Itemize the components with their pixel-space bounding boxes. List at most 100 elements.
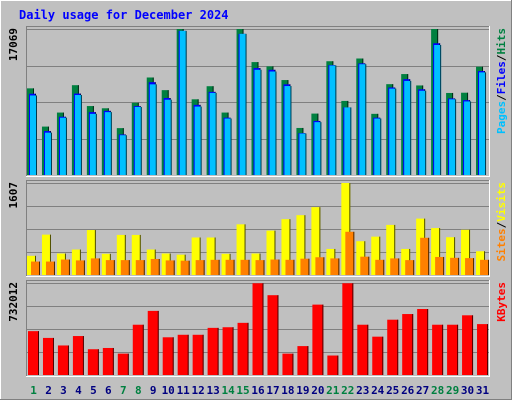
kbytes-bar-shadow [412,314,414,375]
pages-bar-shadow [440,44,442,175]
x-tick-label: 9 [150,384,157,397]
visits-bar [86,230,96,275]
x-tick-label: 4 [75,384,82,397]
x-tick-label: 26 [401,384,415,397]
kbytes-bar-shadow [442,324,444,375]
sites-bar [210,259,220,275]
pages-bar [419,90,427,175]
visits-bar-shadow [244,224,246,275]
kbytes-bar [177,334,189,375]
pages-bar [344,107,352,175]
sites-bar [60,259,70,275]
sites-bar [240,259,250,275]
x-tick-label: 27 [416,384,429,397]
sites-bar [420,237,430,275]
pages-bar-shadow [170,99,172,175]
visits-bar [386,224,396,275]
pages-bar-shadow [275,71,277,175]
sites-bar-shadow [293,259,295,275]
kbytes-bar [417,309,429,375]
pages-bar [119,135,127,175]
sites-bar [315,257,325,275]
kbytes-bar-shadow [352,283,354,375]
sites-bar [345,231,355,275]
panels-group: 17069Pages/Files/Hits1607Sites/Visits732… [7,26,508,377]
legend-separator: / [495,54,508,61]
legend: Pages/Files/Hits [495,28,508,134]
visits-bar [431,228,441,275]
visits-bar [206,237,216,275]
kbytes-bar [237,322,249,375]
kbytes-bar-shadow [337,355,339,375]
sites-bar [195,260,205,275]
sites-bar-shadow [473,258,475,275]
y-max-label: 17069 [7,28,20,61]
x-tick-label: 10 [162,384,175,397]
sites-bar-shadow [338,258,340,275]
y-max-label: 1607 [7,182,20,209]
visits-bar-shadow [304,215,306,275]
pages-bar [164,99,172,175]
kbytes-bar-shadow [397,319,399,375]
visits-bar-shadow [199,237,201,275]
kbytes-bar [477,324,489,375]
legend-sites: Sites [495,228,508,261]
kbytes-bar [192,334,204,375]
sites-bar [270,259,280,275]
pages-bar [434,44,442,175]
sites-bar [285,259,295,275]
kbytes-bar-shadow [187,334,189,375]
sites-bar-shadow [39,261,40,275]
pages-bar [239,33,247,176]
visits-bar-shadow [49,234,51,275]
x-tick-label: 14 [221,384,235,397]
sites-bar [405,260,415,275]
pages-bar-shadow [95,113,97,175]
visits-bar-shadow [124,234,126,275]
kbytes-bar-shadow [97,349,99,375]
pages-bar [299,133,307,175]
pages-bar-shadow [365,64,367,175]
sites-bar-shadow [98,258,100,275]
x-tick-label: 6 [105,384,112,397]
pages-bar-shadow [320,122,322,175]
kbytes-bar [357,324,369,375]
pages-bar [89,113,97,175]
kbytes-bar [402,314,414,375]
x-tick-label: 5 [90,384,97,397]
pages-bar-shadow [80,95,82,175]
legend-hits: Hits [495,28,508,55]
kbytes-bar-shadow [202,334,204,375]
kbytes-bar [342,283,354,375]
pages-bar-shadow [110,112,112,175]
sites-bar-shadow [263,260,265,275]
sites-bar-shadow [218,259,220,275]
x-tick-label: 2 [45,384,52,397]
kbytes-bar [222,327,234,375]
kbytes-bar [282,353,294,375]
x-tick-label: 23 [356,384,369,397]
kbytes-bar [447,324,459,375]
pages-bar-shadow [455,99,457,175]
pages-bar-shadow [260,69,262,175]
sites-bar [480,259,490,275]
sites-bar-shadow [353,231,355,275]
x-tick-label: 7 [120,384,127,397]
sites-bar-shadow [248,259,250,275]
sites-bar-shadow [143,260,145,275]
kbytes-bar [267,295,279,375]
kbytes-bar [42,337,54,375]
kbytes-bar-shadow [52,337,54,375]
panel-visits_sites: 1607 Sites/Visits [7,180,508,277]
pages-bar-shadow [410,80,412,175]
sites-bar-shadow [413,260,415,275]
kbytes-bar-shadow [427,309,429,375]
pages-bar [449,99,457,175]
kbytes-bar-shadow [382,336,384,375]
legend-visits: Visits [495,182,508,222]
kbytes-bar [57,345,69,375]
kbytes-bar-shadow [322,304,324,375]
x-tick-label: 29 [446,384,459,397]
pages-bar-shadow [230,118,232,175]
